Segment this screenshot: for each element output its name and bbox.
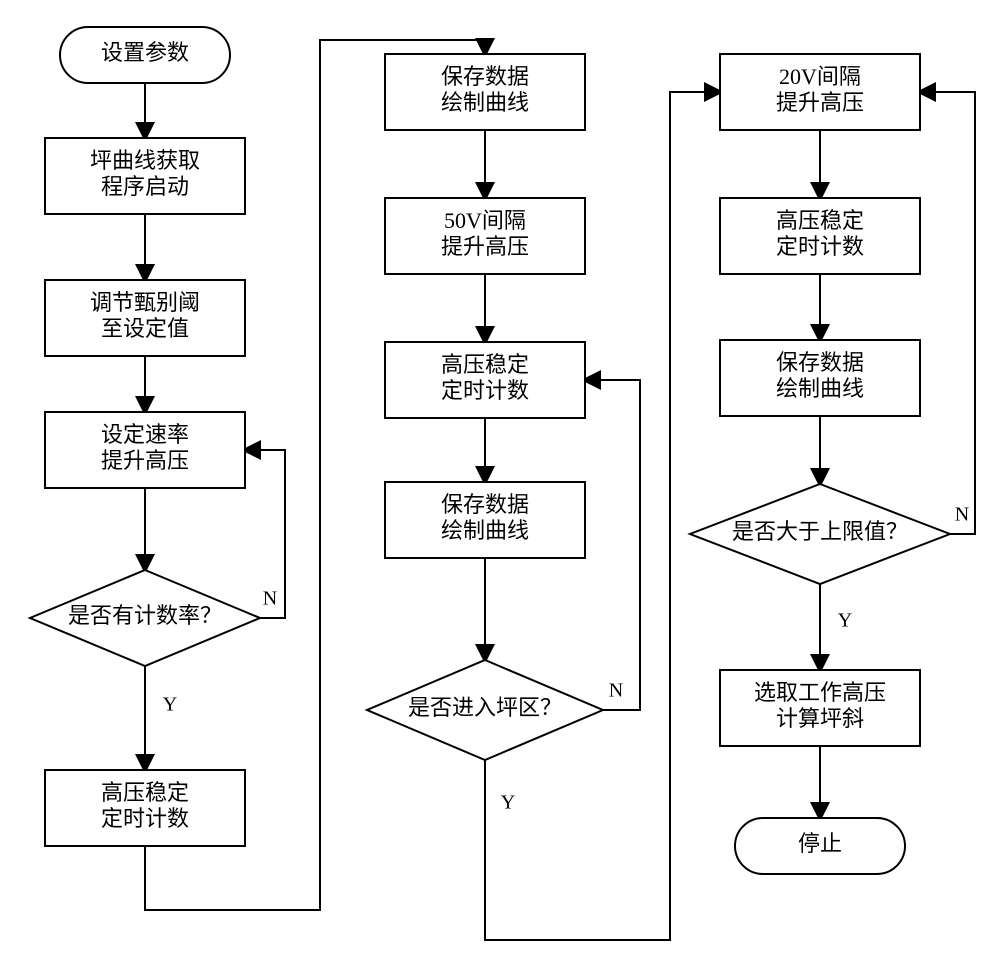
node-a2: 调节甄别阈至设定值: [45, 280, 245, 356]
node-text: 保存数据: [441, 492, 529, 517]
node-d2: 是否进入坪区？: [367, 660, 603, 760]
node-b1: 保存数据绘制曲线: [385, 54, 585, 130]
node-text: 高压稳定: [441, 352, 529, 377]
node-text: 50V间隔: [444, 208, 526, 233]
node-text: 计算坪斜: [776, 706, 864, 731]
edge-d2-b3: [585, 380, 640, 710]
node-stop: 停止: [735, 818, 905, 874]
node-a1: 坪曲线获取程序启动: [45, 138, 245, 214]
edge-label: N: [263, 588, 277, 610]
node-text: 是否有计数率？: [68, 603, 222, 628]
node-text: 选取工作高压: [754, 680, 886, 705]
node-text: 坪曲线获取: [90, 148, 200, 173]
node-text: 调节甄别阈: [90, 290, 200, 315]
edge-label: N: [609, 680, 623, 702]
node-text: 停止: [798, 831, 842, 856]
node-a4: 高压稳定定时计数: [45, 770, 245, 846]
node-text: 保存数据: [776, 350, 864, 375]
edge-label: N: [955, 504, 969, 526]
node-text: 是否进入坪区？: [408, 695, 562, 720]
edge-label: Y: [838, 610, 852, 632]
node-d1: 是否有计数率？: [30, 570, 260, 666]
node-text: 设定速率: [101, 422, 189, 447]
node-b4: 保存数据绘制曲线: [385, 482, 585, 558]
node-text: 保存数据: [441, 64, 529, 89]
node-text: 设置参数: [101, 40, 189, 65]
node-text: 定时计数: [101, 806, 189, 831]
node-b3: 高压稳定定时计数: [385, 342, 585, 418]
node-text: 定时计数: [441, 378, 529, 403]
node-c1: 20V间隔提升高压: [720, 54, 920, 130]
node-d3: 是否大于上限值？: [690, 484, 950, 584]
node-text: 绘制曲线: [776, 376, 864, 401]
flowchart-canvas: 设置参数坪曲线获取程序启动调节甄别阈至设定值设定速率提升高压是否有计数率？高压稳…: [0, 0, 1000, 972]
node-text: 高压稳定: [101, 780, 189, 805]
node-c2: 高压稳定定时计数: [720, 198, 920, 274]
node-text: 提升高压: [101, 448, 189, 473]
node-text: 至设定值: [101, 316, 189, 341]
node-text: 程序启动: [101, 174, 189, 199]
node-text: 定时计数: [776, 234, 864, 259]
node-c4: 选取工作高压计算坪斜: [720, 670, 920, 746]
node-c3: 保存数据绘制曲线: [720, 340, 920, 416]
node-start: 设置参数: [60, 27, 230, 83]
node-a3: 设定速率提升高压: [45, 412, 245, 488]
edge-d3-c1: [920, 92, 975, 534]
edge-label: Y: [501, 792, 515, 814]
node-text: 高压稳定: [776, 208, 864, 233]
node-b2: 50V间隔提升高压: [385, 198, 585, 274]
node-text: 绘制曲线: [441, 518, 529, 543]
node-text: 提升高压: [441, 234, 529, 259]
node-text: 是否大于上限值？: [732, 519, 908, 544]
node-text: 绘制曲线: [441, 90, 529, 115]
node-text: 提升高压: [776, 90, 864, 115]
edge-label: Y: [163, 694, 177, 716]
node-text: 20V间隔: [779, 64, 861, 89]
